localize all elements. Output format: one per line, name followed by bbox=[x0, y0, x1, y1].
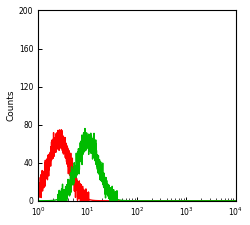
Y-axis label: Counts: Counts bbox=[7, 90, 16, 121]
